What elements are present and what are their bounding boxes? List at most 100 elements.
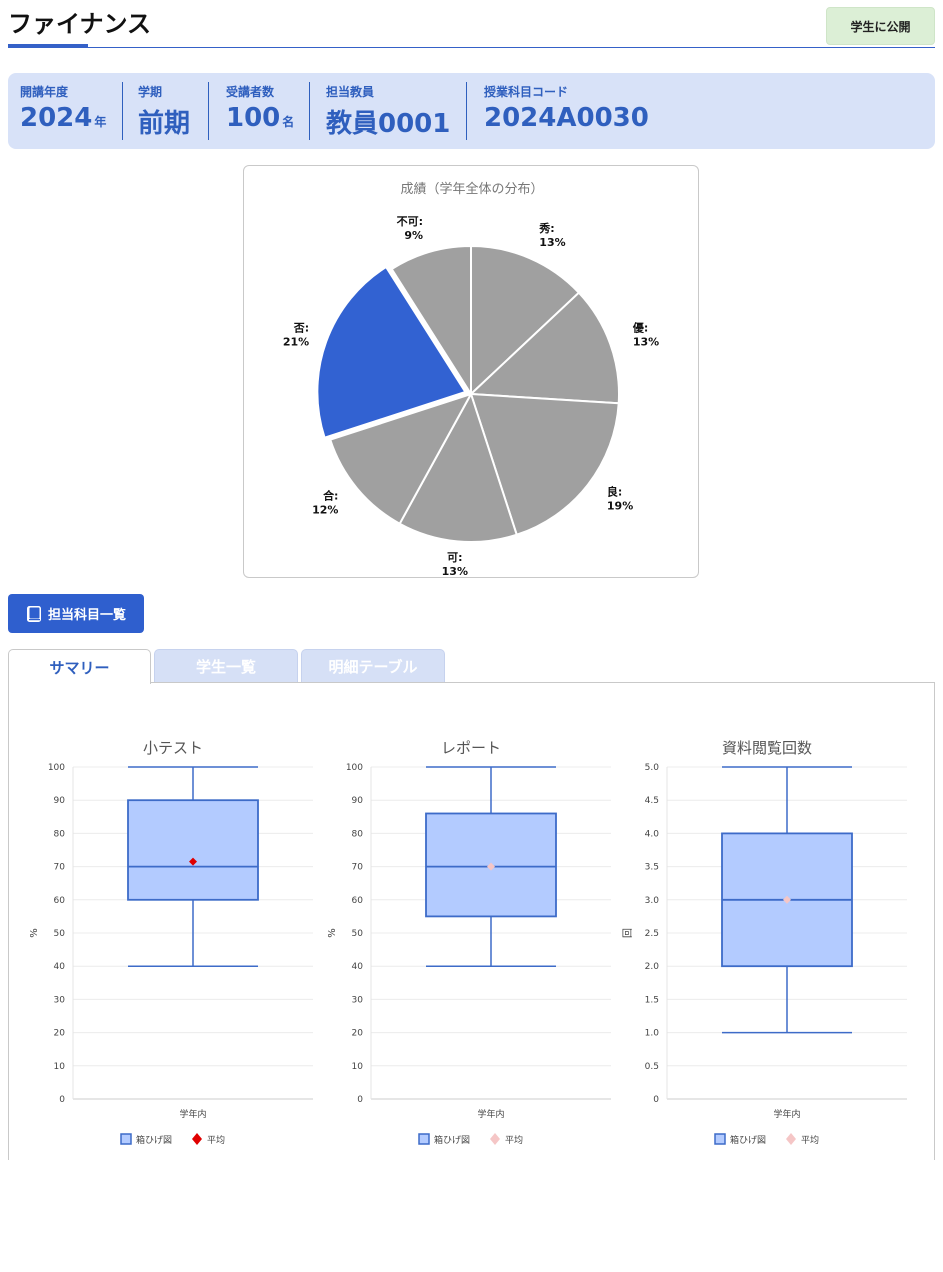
y-tick-label: 3.0 (645, 896, 660, 906)
y-tick-label: 20 (54, 1029, 66, 1039)
tab-student-list[interactable]: 学生一覧 (154, 649, 298, 683)
course-info-bar: 開講年度 2024 年 学期 前期 受講者数 100 名 担当教員 教員0001 授… (8, 73, 935, 149)
y-tick-label: 4.5 (645, 796, 659, 806)
y-tick-label: 30 (352, 995, 364, 1005)
y-tick-label: 0.5 (645, 1062, 659, 1072)
legend-mean-label[interactable]: 平均 (505, 1134, 523, 1146)
y-tick-label: 10 (54, 1062, 66, 1072)
year-label: 開講年度 (20, 85, 69, 99)
course-list-button[interactable]: 担当科目一覧 (8, 594, 144, 633)
y-tick-label: 40 (352, 962, 364, 972)
pie-slice-percent: 19% (607, 499, 633, 512)
pie-slice-0[interactable] (470, 244, 581, 397)
y-tick-label: 0 (357, 1095, 363, 1105)
pie-slice-label: 合: (323, 489, 338, 503)
students-label: 受講者数 (226, 85, 275, 99)
y-tick-label: 0 (653, 1095, 659, 1105)
y-tick-label: 50 (352, 929, 364, 939)
box-chart-title: 資料閲覧回数 (722, 739, 812, 757)
y-tick-label: 4.0 (645, 829, 660, 839)
pie-slice-label: 秀: (538, 221, 554, 235)
term-value: 前期 (138, 109, 191, 139)
y-tick-label: 100 (346, 763, 363, 773)
pie-slice-2[interactable] (469, 392, 620, 537)
box-chart-2: 資料閲覧回数 0 0.5 1.0 1.5 2.0 2.5 3.0 3.5 4.0 4.5 5.0 回学年… (622, 739, 907, 1146)
students-unit: 名 (282, 115, 295, 129)
pie-slice-label: 良: (607, 484, 622, 498)
pie-slice-label: 可: (447, 551, 462, 564)
legend-box-swatch (418, 1133, 430, 1145)
y-tick-label: 10 (352, 1062, 364, 1072)
y-tick-label: 50 (54, 929, 66, 939)
x-category-label: 学年内 (477, 1108, 504, 1120)
y-tick-label: 60 (352, 896, 364, 906)
pie-slice-percent: 13% (539, 236, 565, 249)
code-label: 授業科目コード (484, 85, 569, 99)
mean-marker (487, 862, 495, 871)
pie-slice-percent: 9% (404, 229, 423, 242)
y-tick-label: 80 (54, 829, 66, 839)
publish-to-students-button[interactable]: 学生に公開 (826, 7, 935, 45)
pie-slice-label: 優: (632, 321, 648, 335)
pie-title: 成績（学年全体の分布） (400, 181, 543, 197)
box-chart-title: 小テスト (143, 739, 203, 757)
teacher-label: 担当教員 (326, 85, 375, 99)
summary-tab-panel: 小テスト 0 10 20 30 40 50 60 70 80 90 100% 学年内 箱ひげ図 平均 レポート… (8, 682, 935, 1160)
pie-slice-label: 否: (293, 322, 309, 335)
title-underline (8, 44, 88, 48)
y-tick-label: 70 (352, 863, 364, 873)
year-unit: 年 (94, 115, 107, 129)
page-title: ファイナンス (8, 10, 152, 38)
iqr-box[interactable] (127, 799, 259, 901)
y-tick-label: 1.5 (645, 995, 659, 1005)
code-value: 2024A0030 (484, 103, 649, 133)
y-axis-label: % (327, 928, 338, 938)
info-divider (466, 82, 467, 140)
pie-slice-5[interactable] (316, 265, 467, 439)
y-tick-label: 40 (54, 962, 66, 972)
pie-slice-percent: 12% (312, 504, 338, 517)
pie-slice-3[interactable] (398, 391, 518, 543)
mean-marker (189, 857, 197, 866)
legend-box-label[interactable]: 箱ひげ図 (434, 1134, 470, 1146)
legend-mean-label[interactable]: 平均 (801, 1134, 819, 1146)
y-tick-label: 0 (59, 1095, 65, 1105)
pie-slice-percent: 13% (633, 336, 659, 349)
book-icon (26, 605, 41, 622)
legend-box-swatch (120, 1133, 132, 1145)
legend-mean-label[interactable]: 平均 (207, 1134, 225, 1146)
tab-detail-table[interactable]: 明細テーブル (301, 649, 445, 683)
x-category-label: 学年内 (773, 1108, 800, 1120)
pie-slice-6[interactable] (390, 244, 472, 398)
legend-box-label[interactable]: 箱ひげ図 (136, 1134, 172, 1146)
y-tick-label: 70 (54, 863, 66, 873)
title-divider (8, 47, 935, 48)
legend-mean-swatch (490, 1133, 500, 1145)
mean-marker (783, 895, 791, 904)
y-tick-label: 3.5 (645, 863, 659, 873)
grade-pie-chart: 成績（学年全体の分布） 秀:13%優:13%良:19%可:13%合:12%否:2… (283, 181, 659, 578)
info-divider (122, 82, 123, 140)
grade-distribution-panel: 成績（学年全体の分布） 秀: 13% 優: 13% 良: 19% 可: 13% 合: 12% 否: 2… (243, 165, 699, 578)
pie-slice-percent: 21% (283, 336, 309, 349)
y-tick-label: 5.0 (645, 763, 660, 773)
tab-summary[interactable]: サマリー (8, 649, 151, 684)
x-category-label: 学年内 (179, 1108, 206, 1120)
pie-slice-percent: 13% (442, 565, 468, 578)
pie-slice-4[interactable] (328, 392, 474, 526)
y-tick-label: 30 (54, 995, 66, 1005)
y-axis-label: % (29, 928, 40, 938)
y-tick-label: 90 (54, 796, 66, 806)
box-chart-title: レポート (441, 739, 501, 757)
year-value: 2024 (20, 103, 93, 133)
info-divider (208, 82, 209, 140)
students-value: 100 (226, 103, 281, 133)
y-axis-label: 回 (622, 928, 634, 938)
course-list-label: 担当科目一覧 (47, 608, 126, 623)
pie-slice-1[interactable] (468, 291, 620, 405)
legend-box-swatch (714, 1133, 726, 1145)
legend-box-label[interactable]: 箱ひげ図 (730, 1134, 766, 1146)
